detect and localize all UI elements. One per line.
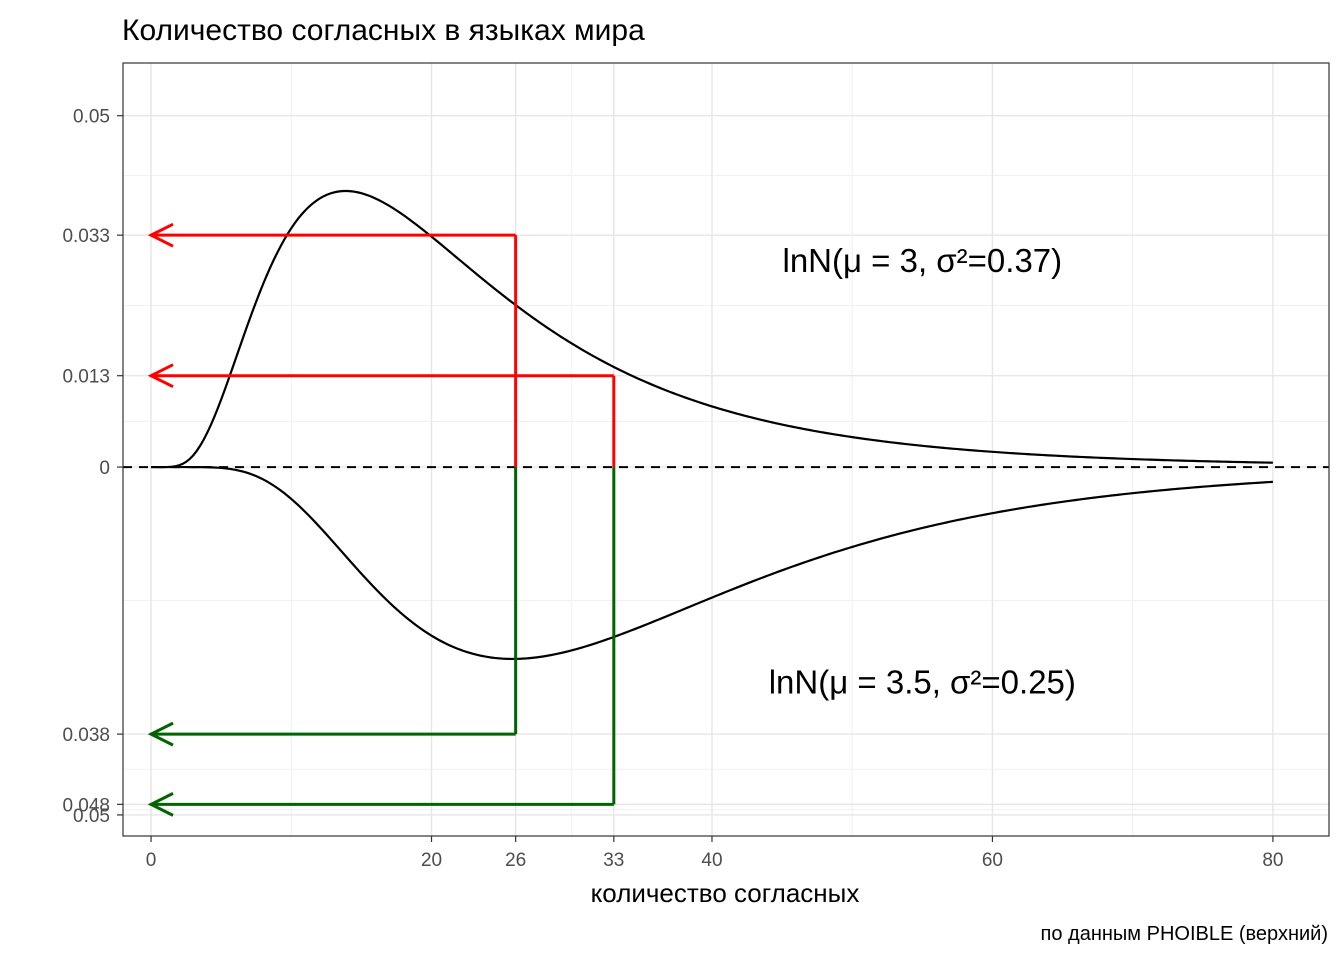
arrow-head (147, 721, 174, 747)
y-tick-label: 0 (99, 458, 110, 479)
annotation-label: lnN(μ = 3, σ²=0.37) (782, 242, 1062, 279)
x-tick-label: 26 (505, 850, 526, 871)
x-tick-label: 80 (1262, 850, 1283, 871)
marker-line (147, 222, 518, 468)
x-tick-label: 40 (701, 850, 722, 871)
marker-line (147, 467, 616, 817)
arrow-head (147, 792, 174, 817)
marker-line (147, 467, 518, 747)
x-axis: 0 20 26 33 40 60 80 (146, 836, 1283, 871)
x-tick-label: 60 (982, 850, 1003, 871)
x-axis-title: количество согласных (591, 878, 860, 908)
marker-line (147, 363, 616, 468)
x-tick-label: 33 (603, 850, 624, 871)
y-tick-label: 0.013 (62, 367, 110, 388)
y-tick-label: 0.05 (73, 806, 110, 827)
caption: по данным PHOIBLE (верхний) (1041, 923, 1328, 945)
grid (123, 63, 1329, 836)
arrow-head (147, 222, 174, 248)
y-tick-label: 0.038 (62, 725, 110, 746)
y-tick-label: 0.033 (62, 226, 110, 247)
density-curve (151, 189, 1273, 469)
y-tick-label: 0.048 (62, 795, 110, 816)
annotation-label: lnN(μ = 3.5, σ²=0.25) (769, 663, 1076, 700)
curves (151, 189, 1273, 661)
density-curve (151, 465, 1273, 661)
marker-lines (147, 222, 616, 817)
chart-title: Количество согласных в языках мира (122, 14, 645, 47)
x-tick-label: 20 (421, 850, 442, 871)
x-tick-label: 0 (146, 850, 157, 871)
y-tick-label: 0.05 (73, 107, 110, 128)
annotations: lnN(μ = 3, σ²=0.37) lnN(μ = 3.5, σ²=0.25) (769, 242, 1076, 701)
panel-border (122, 62, 1330, 837)
arrow-head (147, 363, 174, 389)
